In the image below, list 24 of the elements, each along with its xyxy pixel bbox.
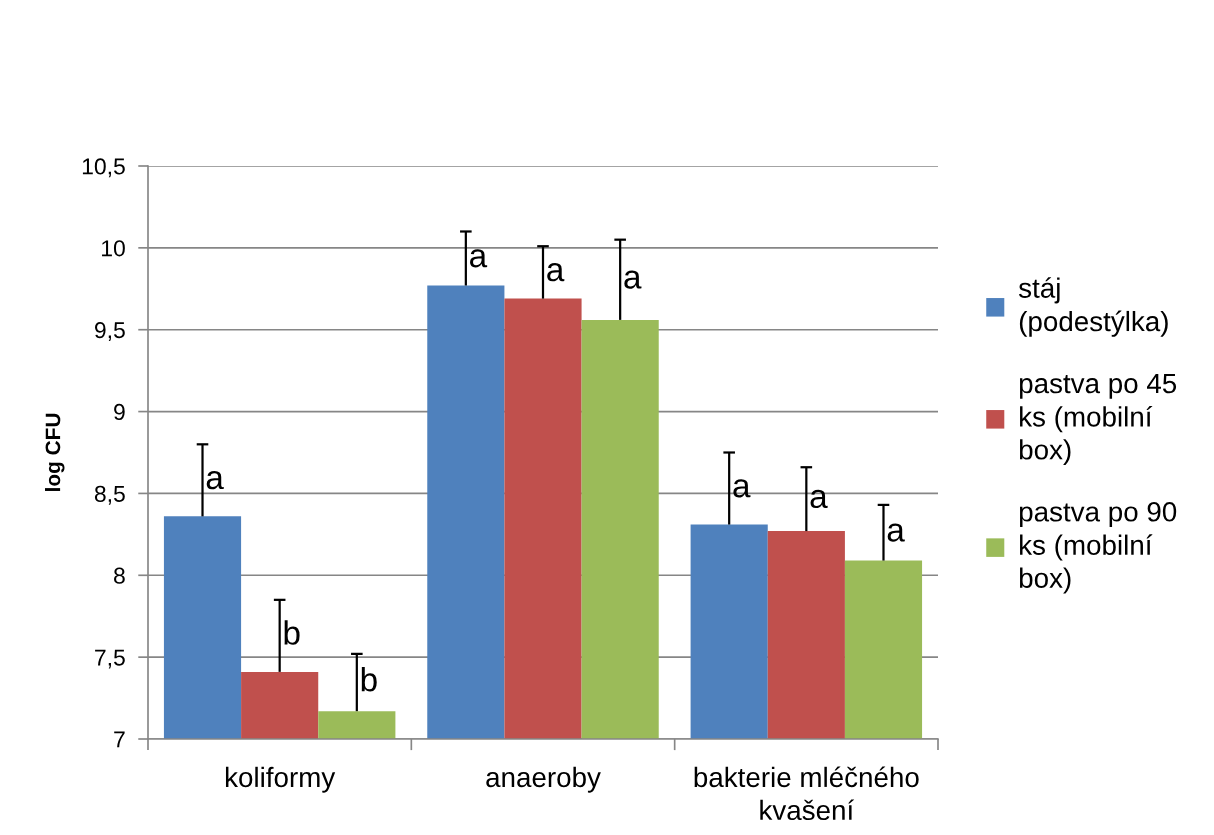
- legend-label: pastva po 90 ks (mobilní box): [1019, 501, 1177, 594]
- data-label: a: [470, 249, 488, 268]
- data-label: b: [361, 666, 377, 692]
- x-tick-label: bakterie mléčného kvašení: [694, 766, 919, 821]
- data-label: a: [624, 270, 642, 289]
- y-axis-title: log CFU: [45, 413, 65, 491]
- y-tick-label: 9: [114, 403, 125, 421]
- y-tick-label: 7: [114, 731, 125, 748]
- data-label: a: [887, 523, 905, 542]
- y-tick-label: 7,5: [95, 649, 125, 669]
- y-tick-label: 8: [114, 567, 125, 584]
- legend-label: stáj (podestýlka): [1018, 277, 1168, 337]
- data-label: b: [284, 620, 300, 645]
- data-label: a: [206, 471, 224, 490]
- y-tick-label: 10,5: [82, 158, 125, 178]
- data-label: a: [733, 479, 751, 498]
- y-tick-label: 9,5: [95, 322, 125, 341]
- x-tick-label: anaeroby: [486, 766, 601, 793]
- y-tick-label: 10: [102, 240, 125, 257]
- x-tick-label: koliformy: [225, 766, 336, 793]
- data-label: a: [547, 263, 565, 282]
- data-label: a: [810, 489, 828, 509]
- y-tick-label: 8,5: [94, 485, 125, 505]
- legend-label: pastva po 45 ks (mobilní box): [1019, 373, 1177, 466]
